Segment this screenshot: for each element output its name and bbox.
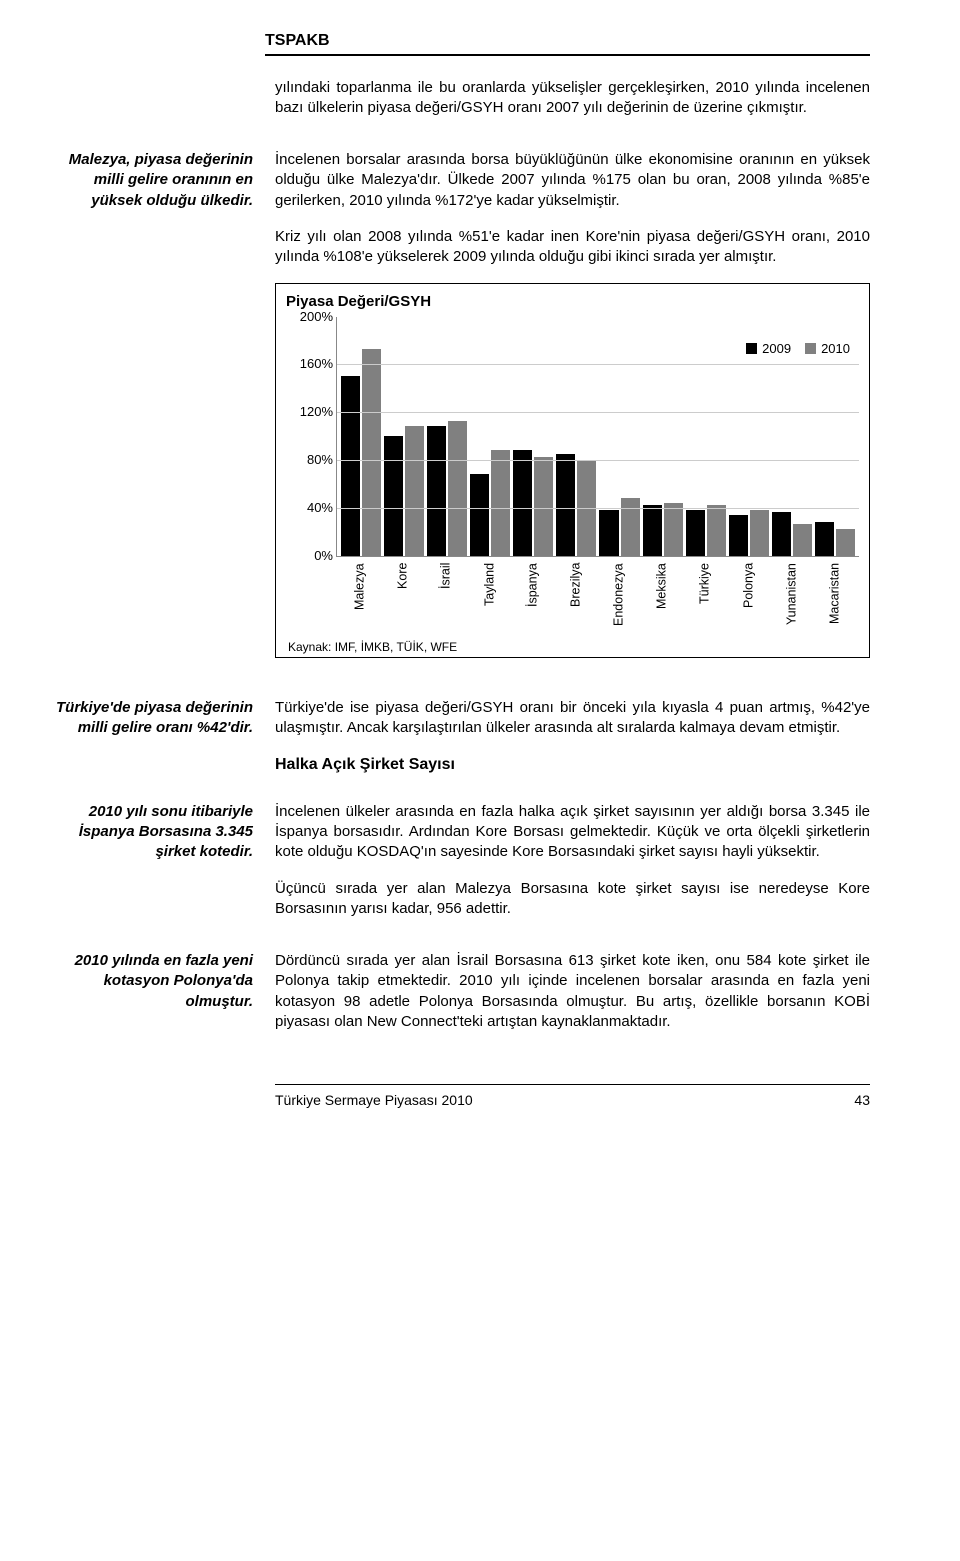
para-2: İncelenen borsalar arasında borsa büyükl… bbox=[275, 150, 870, 211]
chart-xlabel: Türkiye bbox=[685, 563, 725, 639]
para-5: İncelenen ülkeler arasında en fazla halk… bbox=[275, 802, 870, 863]
chart-bar bbox=[534, 457, 553, 555]
chart-bar-group bbox=[427, 421, 467, 555]
header-rule bbox=[265, 54, 870, 56]
chart-bar bbox=[599, 510, 618, 556]
chart-bar bbox=[362, 349, 381, 555]
chart-bar bbox=[729, 515, 748, 556]
block-note1: Malezya, piyasa değerinin milli gelire o… bbox=[45, 150, 870, 682]
chart-bar-group bbox=[556, 454, 596, 556]
sidenote-3: 2010 yılı sonu itibariyle İspanya Borsas… bbox=[45, 802, 275, 935]
chart-plot-area: 20092010 0%40%80%120%160%200% bbox=[336, 317, 859, 557]
chart-ytick: 80% bbox=[287, 451, 333, 469]
chart-bar-group bbox=[599, 498, 639, 556]
chart-bar-group bbox=[341, 349, 381, 555]
chart-ytick: 200% bbox=[287, 308, 333, 326]
chart-ytick: 120% bbox=[287, 403, 333, 421]
chart-bar bbox=[384, 436, 403, 556]
chart-bar bbox=[448, 421, 467, 555]
chart-bar bbox=[793, 524, 812, 555]
para-1: yılındaki toparlanma ile bu oranlarda yü… bbox=[275, 78, 870, 119]
chart-xlabel: Tayland bbox=[470, 563, 510, 639]
chart-ytick: 40% bbox=[287, 499, 333, 517]
chart-xlabel: Malezya bbox=[340, 563, 380, 639]
chart-source: Kaynak: IMF, İMKB, TÜİK, WFE bbox=[288, 639, 859, 655]
chart-container: Piyasa Değeri/GSYH 20092010 0%40%80%120%… bbox=[275, 283, 870, 657]
chart-bar-group bbox=[470, 450, 510, 556]
footer-page-number: 43 bbox=[854, 1091, 870, 1110]
chart-xlabel: Endonezya bbox=[599, 563, 639, 639]
section-heading: Halka Açık Şirket Sayısı bbox=[275, 754, 870, 776]
chart-xlabel: Meksika bbox=[642, 563, 682, 639]
chart-bar-group bbox=[384, 426, 424, 556]
chart-gridline bbox=[337, 412, 859, 413]
para-6: Üçüncü sırada yer alan Malezya Borsasına… bbox=[275, 879, 870, 920]
org-name: TSPAKB bbox=[265, 30, 870, 52]
chart-bar bbox=[815, 522, 834, 556]
chart-bar bbox=[772, 512, 791, 555]
chart-gridline bbox=[337, 508, 859, 509]
para-3: Kriz yılı olan 2008 yılında %51'e kadar … bbox=[275, 227, 870, 268]
chart-bar bbox=[643, 505, 662, 555]
chart-bar bbox=[664, 503, 683, 556]
page-footer: Türkiye Sermaye Piyasası 2010 43 bbox=[275, 1091, 870, 1110]
sidenote-2: Türkiye'de piyasa değerinin milli gelire… bbox=[45, 698, 275, 786]
chart-bar bbox=[750, 510, 769, 556]
chart-bar bbox=[556, 454, 575, 556]
chart-xlabel: İsrail bbox=[426, 563, 466, 639]
block-note4: 2010 yılında en fazla yeni kotasyon Polo… bbox=[45, 951, 870, 1048]
footer-rule bbox=[275, 1084, 870, 1085]
para-4: Türkiye'de ise piyasa değeri/GSYH oranı … bbox=[275, 698, 870, 739]
chart-bar-group bbox=[513, 450, 553, 556]
sidenote-1: Malezya, piyasa değerinin milli gelire o… bbox=[45, 150, 275, 682]
chart-xlabel: Kore bbox=[383, 563, 423, 639]
chart-bar bbox=[707, 505, 726, 555]
chart-ytick: 0% bbox=[287, 547, 333, 565]
chart-bars bbox=[337, 317, 859, 556]
chart-bar bbox=[513, 450, 532, 556]
chart-title: Piyasa Değeri/GSYH bbox=[286, 292, 859, 312]
chart-gridline bbox=[337, 364, 859, 365]
chart-gridline bbox=[337, 460, 859, 461]
chart-xlabel: İspanya bbox=[513, 563, 553, 639]
chart-ytick: 160% bbox=[287, 356, 333, 374]
footer-title: Türkiye Sermaye Piyasası 2010 bbox=[275, 1091, 473, 1110]
chart-xlabel: Brezilya bbox=[556, 563, 596, 639]
chart-xlabel: Macaristan bbox=[815, 563, 855, 639]
chart-xlabel: Polonya bbox=[729, 563, 769, 639]
chart-bar bbox=[341, 376, 360, 556]
chart-bar-group bbox=[772, 512, 812, 555]
chart-bar bbox=[470, 474, 489, 556]
chart-bar bbox=[686, 510, 705, 556]
chart-bar-group bbox=[686, 505, 726, 555]
chart-xlabel: Yunanistan bbox=[772, 563, 812, 639]
chart-xlabels: MalezyaKoreİsrailTaylandİspanyaBrezilyaE… bbox=[336, 563, 859, 639]
chart-bar-group bbox=[643, 503, 683, 556]
chart-bar bbox=[405, 426, 424, 556]
chart-bar-group bbox=[815, 522, 855, 556]
chart-bar bbox=[621, 498, 640, 556]
chart-bar-group bbox=[729, 510, 769, 556]
chart-bar bbox=[836, 529, 855, 555]
para-7: Dördüncü sırada yer alan İsrail Borsasın… bbox=[275, 951, 870, 1032]
sidenote-4: 2010 yılında en fazla yeni kotasyon Polo… bbox=[45, 951, 275, 1048]
block-intro: yılındaki toparlanma ile bu oranlarda yü… bbox=[45, 78, 870, 135]
chart-bar bbox=[427, 426, 446, 556]
chart-bar bbox=[491, 450, 510, 556]
block-note2: Türkiye'de piyasa değerinin milli gelire… bbox=[45, 698, 870, 786]
block-note3: 2010 yılı sonu itibariyle İspanya Borsas… bbox=[45, 802, 870, 935]
